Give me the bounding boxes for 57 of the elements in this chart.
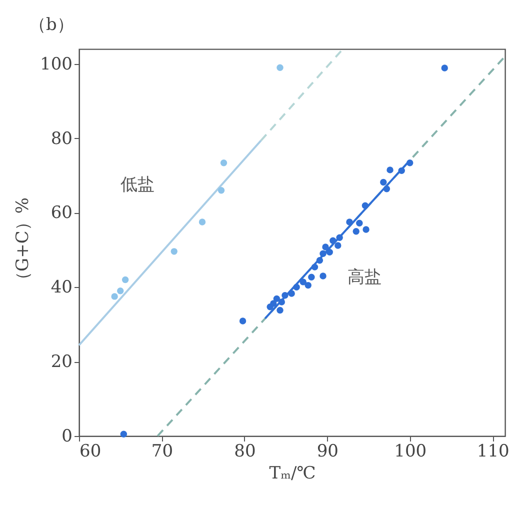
chart-title: （b） xyxy=(29,15,74,35)
x-tick-label: 110 xyxy=(476,442,510,462)
series-label: 高盐 xyxy=(347,267,382,288)
point xyxy=(352,228,360,235)
point xyxy=(346,218,353,226)
point xyxy=(441,64,448,72)
point xyxy=(273,295,280,302)
point xyxy=(334,242,342,249)
x-tick-label: 60 xyxy=(80,442,102,462)
point xyxy=(304,282,312,289)
point xyxy=(386,166,394,174)
point xyxy=(311,264,318,270)
point xyxy=(336,234,343,242)
point xyxy=(278,298,286,306)
point xyxy=(380,178,387,186)
point xyxy=(117,288,124,294)
point xyxy=(320,250,326,258)
point xyxy=(218,187,225,194)
x-axis-title: Tₘ/℃ xyxy=(269,464,316,484)
point xyxy=(276,64,284,71)
point xyxy=(111,293,118,300)
point xyxy=(362,202,369,210)
point xyxy=(282,292,288,299)
y-tick-label: 80 xyxy=(50,128,72,149)
y-tick-label: 40 xyxy=(50,278,72,298)
point xyxy=(406,160,414,166)
point xyxy=(320,272,326,280)
point xyxy=(220,160,228,166)
point xyxy=(300,278,307,286)
point xyxy=(266,304,274,310)
point xyxy=(316,257,324,264)
point xyxy=(398,167,405,174)
x-tick-label: 100 xyxy=(394,442,427,462)
y-tick-label: 100 xyxy=(40,54,72,74)
y-tick-label: 0 xyxy=(62,426,72,446)
y-axis-title: （G+C）% xyxy=(13,198,34,288)
point xyxy=(170,248,178,255)
point xyxy=(308,274,315,280)
point xyxy=(198,218,206,226)
text: 低盐 xyxy=(120,175,155,196)
point xyxy=(326,248,333,256)
point xyxy=(276,306,284,314)
y-tick-label: 60 xyxy=(50,203,72,224)
point xyxy=(293,284,300,290)
x-tick-label: 80 xyxy=(234,442,256,462)
x-tick-label: 70 xyxy=(151,442,174,462)
point xyxy=(122,276,129,284)
point xyxy=(362,226,370,233)
point xyxy=(120,430,128,438)
point xyxy=(322,244,329,250)
point xyxy=(356,220,363,226)
point xyxy=(383,186,390,192)
point xyxy=(288,290,295,297)
point xyxy=(330,237,336,244)
point xyxy=(239,318,246,324)
x-tick-label: 90 xyxy=(316,442,338,462)
y-tick-label: 20 xyxy=(50,352,72,372)
